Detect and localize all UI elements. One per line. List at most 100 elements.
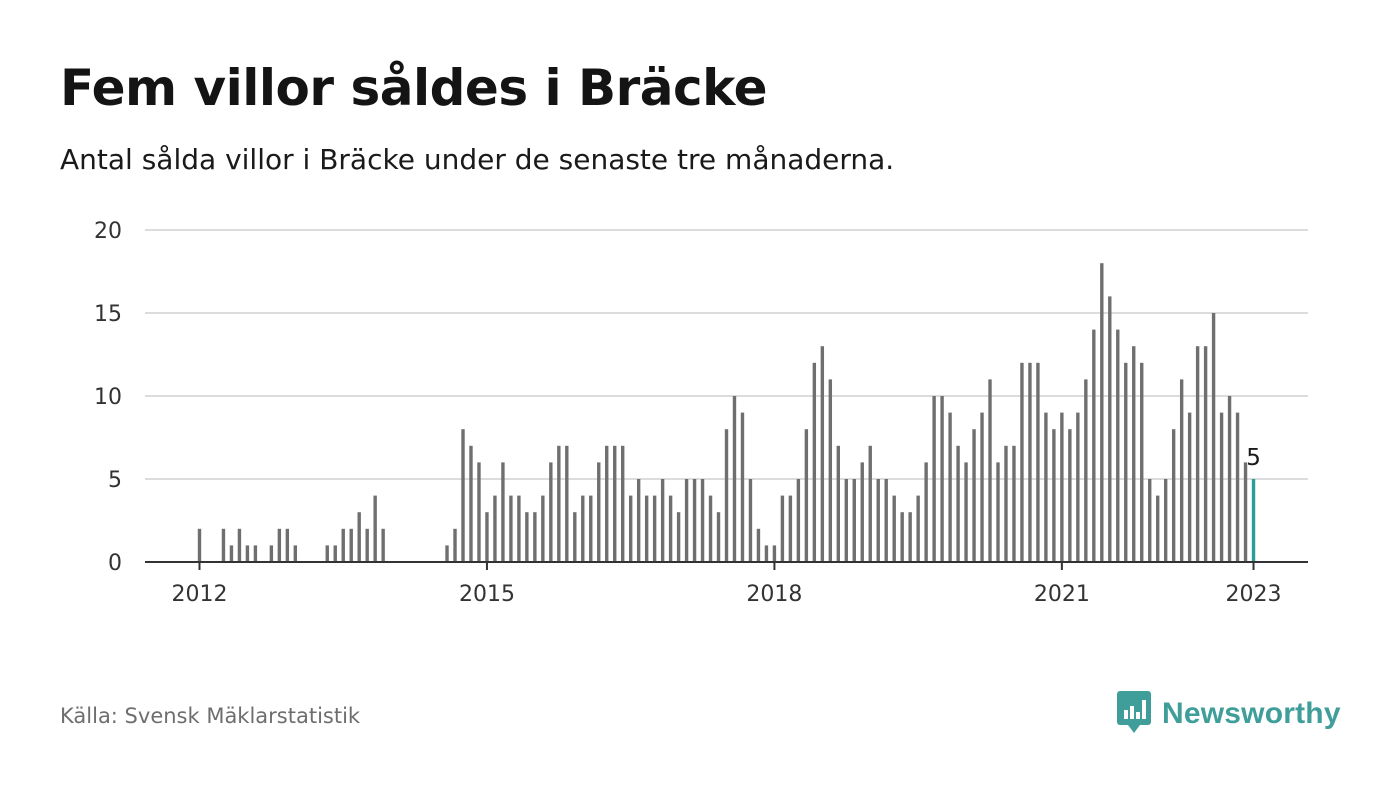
bar — [740, 412, 745, 562]
bar — [964, 462, 968, 562]
bar — [788, 495, 793, 562]
bar — [453, 528, 457, 562]
bar — [908, 512, 912, 562]
brand-logo[interactable]: Newsworthy — [1116, 690, 1341, 738]
axes — [145, 561, 1308, 570]
bar — [724, 429, 729, 562]
bar — [748, 479, 753, 562]
bar — [357, 512, 361, 562]
chart-subtitle: Antal sålda villor i Bräcke under de sen… — [60, 143, 895, 176]
bar — [1156, 495, 1160, 562]
bar — [1171, 429, 1176, 562]
bar — [373, 495, 377, 562]
bar — [541, 495, 545, 562]
bar — [652, 495, 657, 562]
bar — [828, 379, 833, 562]
x-tick-label: 2023 — [1226, 582, 1282, 607]
x-tick-label: 2018 — [746, 582, 802, 607]
bar — [565, 445, 569, 562]
bar — [1163, 479, 1168, 562]
bar — [1012, 445, 1016, 562]
bar — [676, 512, 681, 562]
bar — [980, 412, 984, 562]
bar — [660, 479, 665, 562]
bar — [533, 512, 537, 562]
bar — [509, 495, 513, 562]
y-tick-label: 20 — [94, 219, 122, 244]
bar — [844, 479, 848, 562]
bar — [525, 512, 529, 562]
bar — [197, 528, 202, 562]
bar — [636, 479, 641, 562]
bar — [1235, 412, 1240, 562]
bar — [1004, 445, 1008, 562]
bar — [820, 346, 825, 562]
bar — [1068, 429, 1072, 562]
bar — [1124, 362, 1128, 562]
bar — [1243, 462, 1248, 562]
bar — [940, 396, 944, 562]
bar — [924, 462, 928, 562]
bar — [700, 479, 705, 562]
bar — [796, 479, 801, 562]
bar — [469, 445, 473, 562]
bar — [517, 495, 521, 562]
bar — [549, 462, 553, 562]
bar — [780, 495, 785, 562]
bar — [812, 362, 817, 562]
bar — [1108, 296, 1112, 562]
bar — [573, 512, 577, 562]
bar — [581, 495, 585, 562]
bar — [1052, 429, 1056, 562]
bar — [1187, 412, 1192, 562]
bar — [996, 462, 1000, 562]
bar — [285, 528, 290, 562]
chart-title: Fem villor såldes i Bräcke — [60, 59, 768, 117]
bar — [461, 429, 465, 562]
bars — [197, 263, 1256, 562]
y-tick-label: 10 — [94, 385, 122, 410]
bar — [605, 445, 609, 562]
bar — [333, 545, 337, 562]
bar — [892, 495, 896, 562]
bar — [868, 445, 872, 562]
bar — [916, 495, 920, 562]
bar — [988, 379, 992, 562]
highlight-value-label: 5 — [1246, 445, 1261, 471]
bar — [628, 495, 633, 562]
y-tick-label: 15 — [94, 302, 122, 327]
bar — [589, 495, 593, 562]
source-note: Källa: Svensk Mäklarstatistik — [60, 704, 361, 728]
bar — [237, 528, 242, 562]
brand-name: Newsworthy — [1162, 697, 1341, 730]
bar — [1028, 362, 1032, 562]
highlight-bar — [1251, 479, 1256, 562]
labels: 0 5 10 15 20 2012 2015 2018 2021 2023 5 — [94, 219, 1282, 607]
bar — [668, 495, 673, 562]
bar — [1060, 412, 1064, 562]
bar — [557, 445, 561, 562]
bar — [381, 528, 385, 562]
x-tick-label: 2021 — [1034, 582, 1090, 607]
bar — [684, 479, 689, 562]
bar — [1100, 263, 1104, 562]
x-tick-label: 2015 — [459, 582, 515, 607]
bar — [597, 462, 601, 562]
bar — [1132, 346, 1136, 562]
bar — [956, 445, 960, 562]
bar — [1140, 362, 1144, 562]
bar — [349, 528, 353, 562]
bar — [621, 445, 625, 562]
bar — [269, 545, 274, 562]
bar — [277, 528, 282, 562]
bar — [900, 512, 904, 562]
bar — [445, 545, 449, 562]
bar — [613, 445, 617, 562]
bar — [1179, 379, 1184, 562]
bar — [365, 528, 369, 562]
bar — [1195, 346, 1200, 562]
bar — [1211, 313, 1216, 562]
bar — [1203, 346, 1208, 562]
bar — [1219, 412, 1224, 562]
bar — [1076, 412, 1080, 562]
